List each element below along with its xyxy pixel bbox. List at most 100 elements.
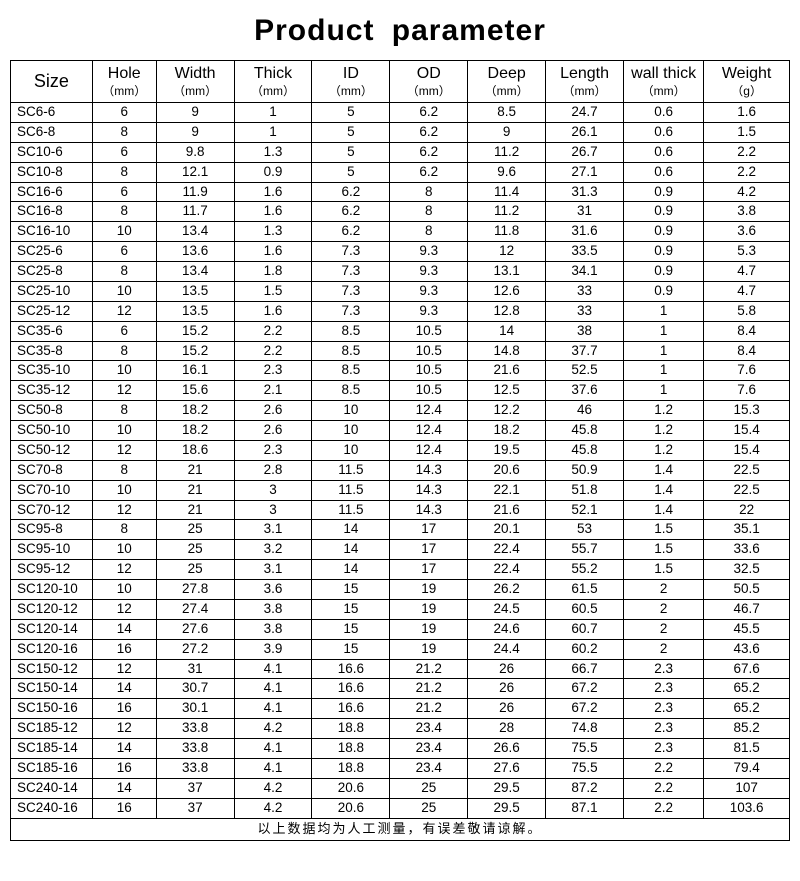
table-cell: 12 (92, 440, 156, 460)
table-cell: 23.4 (390, 719, 468, 739)
table-cell: 3.6 (234, 580, 312, 600)
table-cell: 10 (312, 421, 390, 441)
table-cell: 26 (468, 679, 546, 699)
table-cell: 13.5 (156, 281, 234, 301)
table-cell: 3 (234, 480, 312, 500)
table-cell: 15.4 (704, 421, 790, 441)
table-cell: 65.2 (704, 679, 790, 699)
table-cell: 0.9 (624, 262, 704, 282)
table-cell: 11.7 (156, 202, 234, 222)
table-cell: 6.2 (390, 142, 468, 162)
col-header-size: Size (11, 61, 93, 103)
table-row: SC240-1414374.220.62529.587.22.2107 (11, 778, 790, 798)
table-cell: 1.6 (234, 301, 312, 321)
table-cell: 13.5 (156, 301, 234, 321)
table-cell: 15.4 (704, 440, 790, 460)
col-header-label: Deep (470, 64, 543, 84)
table-cell: SC120-12 (11, 599, 93, 619)
table-cell: 55.7 (546, 540, 624, 560)
table-cell: 10 (92, 421, 156, 441)
table-cell: 16 (92, 639, 156, 659)
col-header-label: ID (314, 64, 387, 84)
table-cell: 4.2 (704, 182, 790, 202)
table-cell: SC50-10 (11, 421, 93, 441)
table-row: SC25-121213.51.67.39.312.83315.8 (11, 301, 790, 321)
table-cell: 22.5 (704, 480, 790, 500)
table-cell: 9.6 (468, 162, 546, 182)
table-cell: 45.8 (546, 421, 624, 441)
table-cell: 21 (156, 500, 234, 520)
table-row: SC95-1010253.2141722.455.71.533.6 (11, 540, 790, 560)
table-cell: 15.2 (156, 341, 234, 361)
table-cell: 55.2 (546, 560, 624, 580)
table-cell: SC185-12 (11, 719, 93, 739)
table-cell: 26.1 (546, 122, 624, 142)
table-cell: 6.2 (390, 162, 468, 182)
table-cell: 5 (312, 103, 390, 123)
table-cell: 1.5 (704, 122, 790, 142)
table-cell: 16.1 (156, 361, 234, 381)
table-cell: 14.8 (468, 341, 546, 361)
table-row: SC16-6611.91.66.2811.431.30.94.2 (11, 182, 790, 202)
table-row: SC35-121215.62.18.510.512.537.617.6 (11, 381, 790, 401)
table-cell: 103.6 (704, 798, 790, 818)
table-cell: 20.6 (468, 460, 546, 480)
table-cell: 8 (92, 401, 156, 421)
table-cell: 33.8 (156, 758, 234, 778)
table-cell: 3.1 (234, 520, 312, 540)
table-cell: 11.4 (468, 182, 546, 202)
table-cell: 1 (234, 103, 312, 123)
table-cell: 4.2 (234, 778, 312, 798)
table-cell: 10 (92, 480, 156, 500)
table-cell: 31 (546, 202, 624, 222)
table-cell: 25 (390, 798, 468, 818)
table-row: SC25-8813.41.87.39.313.134.10.94.7 (11, 262, 790, 282)
table-cell: 21.2 (390, 679, 468, 699)
table-cell: 9 (156, 122, 234, 142)
table-cell: 12.4 (390, 421, 468, 441)
table-cell: SC6-8 (11, 122, 93, 142)
table-cell: 19 (390, 599, 468, 619)
table-cell: 19 (390, 619, 468, 639)
table-cell: 1.6 (704, 103, 790, 123)
table-cell: 22.1 (468, 480, 546, 500)
table-cell: 2.2 (704, 162, 790, 182)
table-cell: 4.1 (234, 659, 312, 679)
table-cell: 2.2 (704, 142, 790, 162)
table-row: SC35-101016.12.38.510.521.652.517.6 (11, 361, 790, 381)
table-cell: 33 (546, 281, 624, 301)
table-cell: 60.7 (546, 619, 624, 639)
table-cell: 1.3 (234, 142, 312, 162)
table-row: SC150-1212314.116.621.22666.72.367.6 (11, 659, 790, 679)
table-row: SC70-88212.811.514.320.650.91.422.5 (11, 460, 790, 480)
table-cell: 21.6 (468, 361, 546, 381)
table-cell: 13.1 (468, 262, 546, 282)
table-cell: 3.6 (704, 222, 790, 242)
col-header-label: Hole (95, 64, 154, 84)
table-cell: 15.3 (704, 401, 790, 421)
table-row: SC6-669156.28.524.70.61.6 (11, 103, 790, 123)
table-cell: 2.2 (624, 798, 704, 818)
col-header-unit: （mm） (237, 84, 310, 99)
table-cell: 1 (624, 341, 704, 361)
table-cell: SC95-12 (11, 560, 93, 580)
table-cell: 2 (624, 580, 704, 600)
table-row: SC16-8811.71.66.2811.2310.93.8 (11, 202, 790, 222)
table-cell: 10.5 (390, 321, 468, 341)
table-cell: 29.5 (468, 778, 546, 798)
table-row: SC95-88253.1141720.1531.535.1 (11, 520, 790, 540)
table-cell: 45.5 (704, 619, 790, 639)
table-cell: SC10-8 (11, 162, 93, 182)
table-cell: 37.6 (546, 381, 624, 401)
table-cell: 33.8 (156, 719, 234, 739)
table-cell: 2.3 (624, 679, 704, 699)
table-cell: 10 (92, 222, 156, 242)
table-row: SC120-101027.83.6151926.261.5250.5 (11, 580, 790, 600)
col-header-unit: （mm） (626, 84, 701, 99)
table-cell: 20.1 (468, 520, 546, 540)
table-cell: 75.5 (546, 739, 624, 759)
table-cell: 2.3 (624, 699, 704, 719)
table-cell: 53 (546, 520, 624, 540)
table-row: SC50-101018.22.61012.418.245.81.215.4 (11, 421, 790, 441)
table-cell: 37 (156, 778, 234, 798)
